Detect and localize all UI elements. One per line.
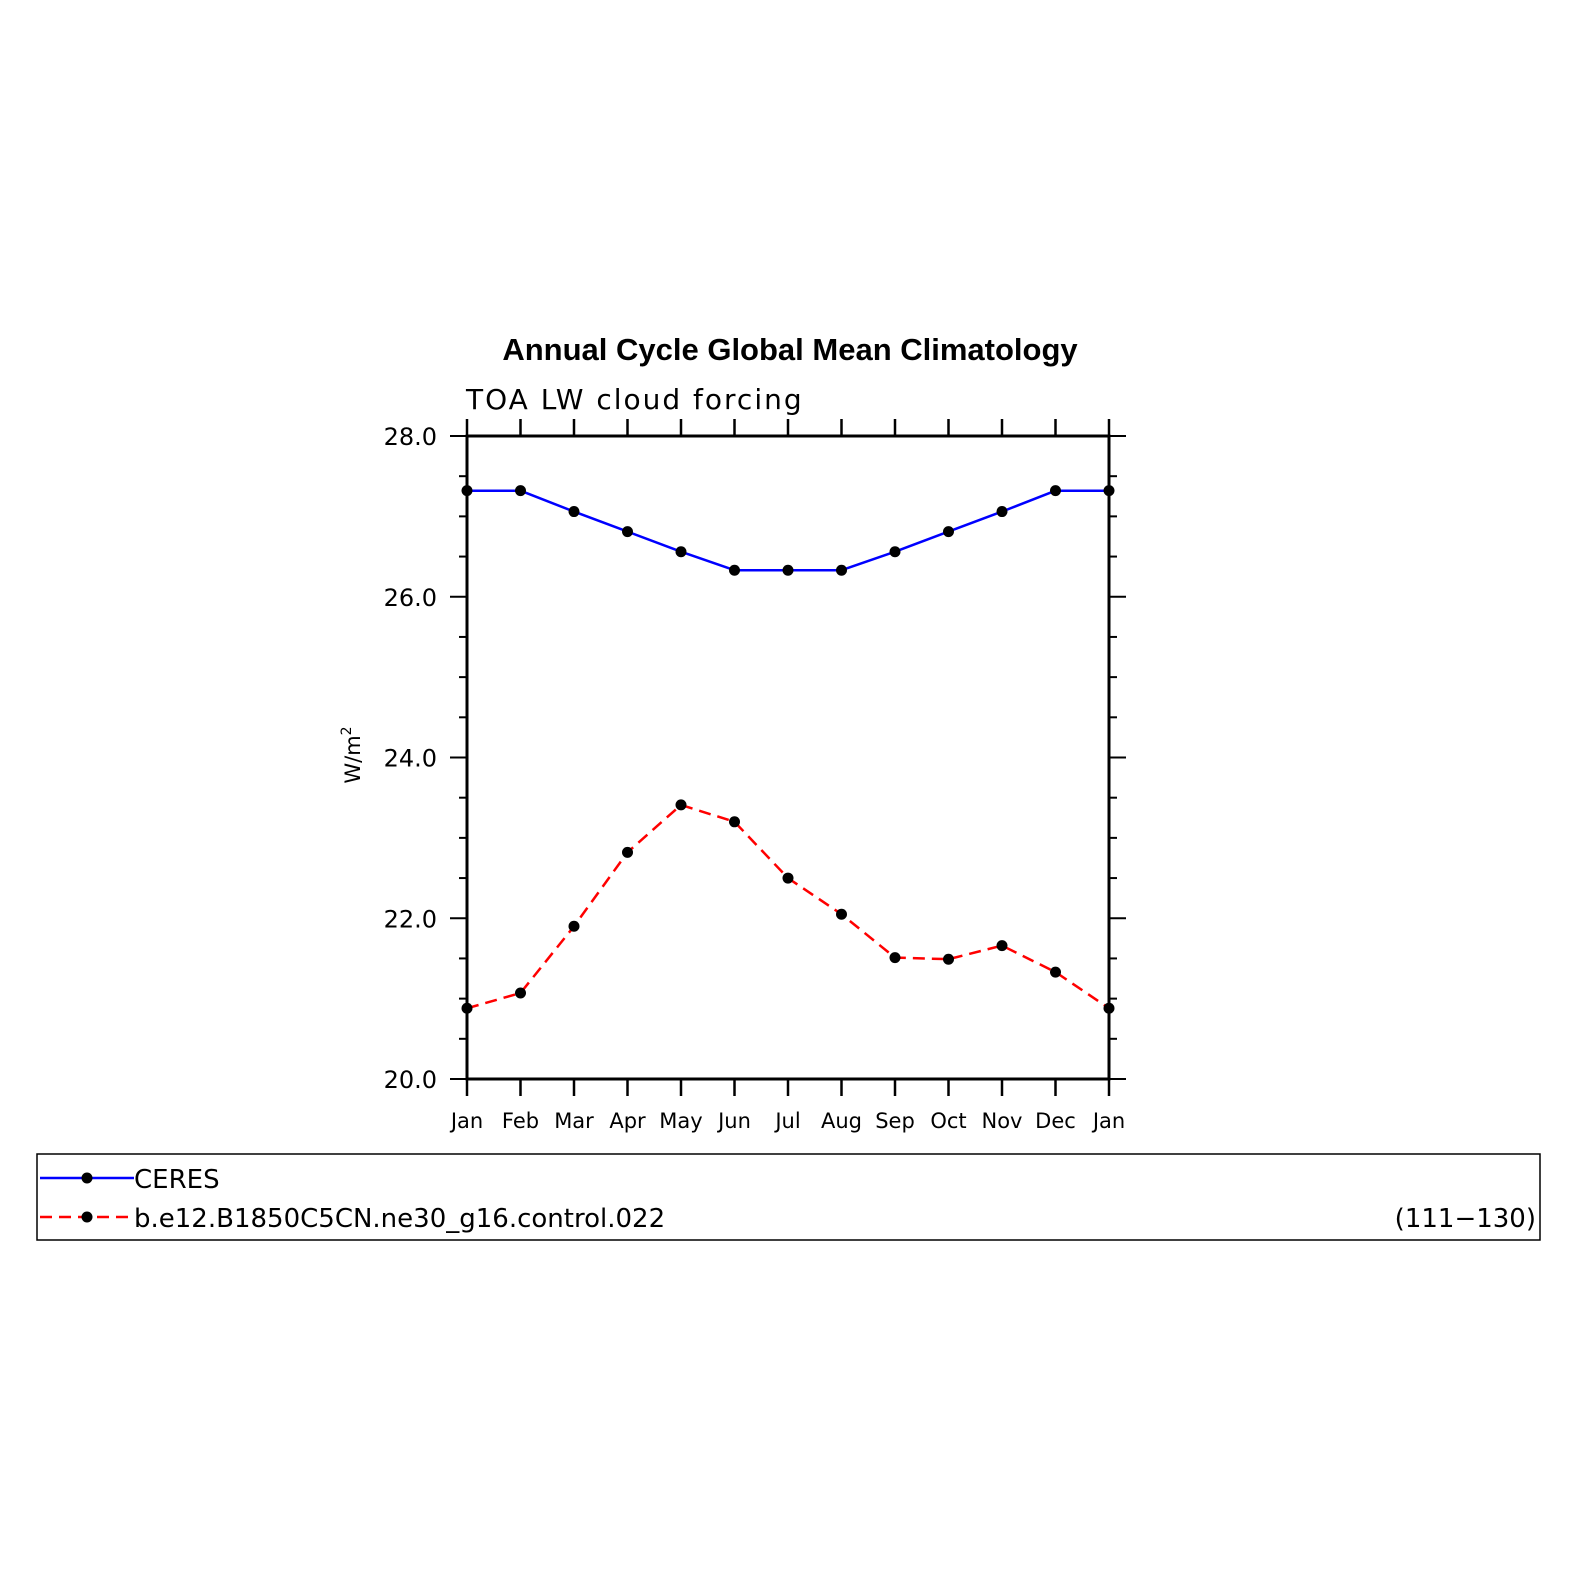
y-axis-label: W/m2 [339,726,365,783]
series-layer [461,485,1115,1014]
legend-marker-model [81,1211,93,1223]
data-point-1-1 [515,987,526,999]
series-line-0 [467,489,1109,572]
data-point-1-4 [675,799,687,811]
data-point-1-2 [568,920,580,932]
x-tick-label: Oct [930,1109,966,1133]
data-point-0-10 [996,506,1008,518]
x-tick-label: Jun [716,1109,751,1133]
data-point-1-8 [889,952,901,964]
data-point-1-3 [622,846,633,858]
x-tick-label: May [659,1109,702,1133]
legend-marker-ceres [81,1172,93,1184]
data-point-1-6 [782,872,794,884]
y-axis-label-superscript: 2 [339,726,355,735]
data-point-0-1 [515,485,526,497]
x-tick-label: Apr [609,1109,646,1133]
data-point-0-11 [1050,485,1061,497]
data-point-1-11 [1050,966,1061,978]
data-point-0-3 [622,526,633,538]
x-tick-label: Feb [502,1109,539,1133]
y-axis-label-text: W/m [341,735,365,783]
data-point-0-8 [889,546,901,558]
plot-frame [465,434,1111,1081]
chart-subtitle: TOA LW cloud forcing [465,383,804,416]
data-point-0-5 [729,564,740,576]
x-tick-label: Jan [449,1109,483,1133]
legend-label-model: b.e12.B1850C5CN.ne30_g16.control.022 [134,1204,665,1234]
data-point-0-6 [782,564,794,576]
x-tick-label: Nov [982,1109,1023,1133]
y-tick-label: 26.0 [384,584,437,612]
x-tick-label: Jul [773,1109,800,1133]
y-tick-labels: 20.0 22.0 24.0 26.0 28.0 [384,423,437,1094]
legend-label-ceres: CERES [134,1165,220,1195]
data-point-0-4 [675,546,687,558]
y-tick-label: 28.0 [384,423,437,451]
y-tick-label: 22.0 [384,905,437,933]
svg-text:W/m2: W/m2 [339,726,365,783]
y-tick-label: 20.0 [384,1066,437,1094]
data-point-0-12 [1103,485,1115,497]
axis-ticks [450,419,1126,1096]
data-point-0-9 [943,526,954,538]
data-point-1-7 [836,908,847,920]
legend-box [36,1153,1541,1241]
x-tick-label: Mar [554,1109,594,1133]
x-tick-label: Dec [1035,1109,1076,1133]
x-tick-labels: Jan Feb Mar Apr May Jun Jul Aug Sep Oct Nov Dec Jan [449,1109,1125,1133]
y-tick-label: 24.0 [384,745,437,773]
legend-item-model: b.e12.B1850C5CN.ne30_g16.control.022 (11… [40,1204,1536,1234]
data-point-1-0 [461,1002,473,1014]
series-line-1 [466,803,1110,1010]
x-tick-label: Jan [1091,1109,1125,1133]
legend-years-model: (111−130) [1395,1204,1536,1234]
data-point-1-5 [729,816,740,828]
x-tick-label: Sep [875,1109,915,1133]
legend-item-ceres: CERES [40,1165,220,1195]
data-point-1-10 [996,940,1008,952]
data-point-1-12 [1103,1002,1115,1014]
data-point-1-9 [943,953,954,965]
data-point-0-0 [461,485,473,497]
chart-title: Annual Cycle Global Mean Climatology [502,332,1078,367]
x-tick-label: Aug [821,1109,862,1133]
data-point-0-7 [836,564,847,576]
data-point-0-2 [568,506,580,518]
